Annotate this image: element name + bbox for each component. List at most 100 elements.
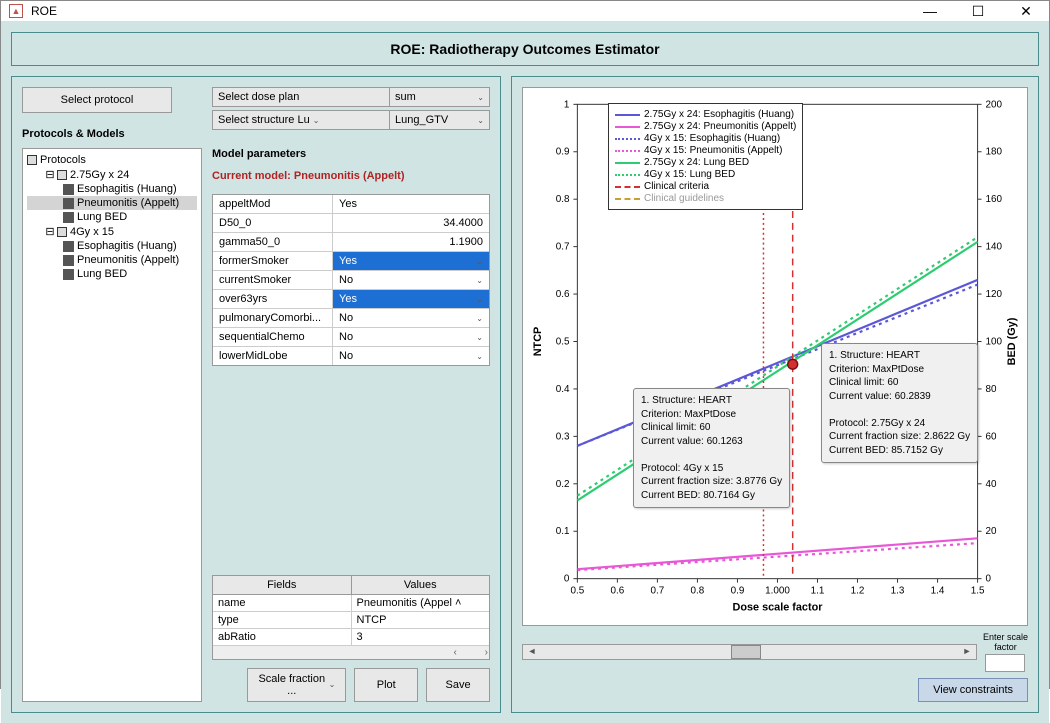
chevron-down-icon: ⌄ bbox=[476, 295, 483, 304]
plot-button[interactable]: Plot bbox=[354, 668, 418, 702]
param-value[interactable]: No⌄ bbox=[333, 347, 489, 365]
slider-right-arrow-icon[interactable]: ► bbox=[960, 646, 974, 656]
field-name: name bbox=[213, 595, 352, 611]
field-name: abRatio bbox=[213, 629, 352, 645]
enter-scale-label: Enter scale factor bbox=[983, 632, 1028, 652]
dose-plan-dropdown[interactable]: sum⌄ bbox=[390, 87, 490, 107]
legend-label: 2.75Gy x 24: Lung BED bbox=[644, 157, 749, 168]
svg-text:1.5: 1.5 bbox=[971, 585, 985, 596]
protocols-models-label: Protocols & Models bbox=[22, 128, 202, 140]
tree-expand-icon[interactable]: ⊟ bbox=[45, 225, 55, 238]
chevron-down-icon: ⌄ bbox=[476, 314, 483, 323]
legend-label: 4Gy x 15: Esophagitis (Huang) bbox=[644, 133, 780, 144]
tree-protocol-2[interactable]: 4Gy x 15 bbox=[70, 226, 114, 238]
chevron-down-icon: ⌄ bbox=[477, 93, 484, 102]
svg-text:0.5: 0.5 bbox=[570, 585, 584, 596]
parameters-table: appeltModYesD50_034.4000gamma50_01.1900f… bbox=[212, 194, 490, 366]
protocols-tree[interactable]: Protocols ⊟ 2.75Gy x 24 Esophagitis (Huan… bbox=[22, 148, 202, 702]
param-value[interactable]: No⌄ bbox=[333, 328, 489, 346]
tree-model[interactable]: Esophagitis (Huang) bbox=[77, 240, 177, 252]
view-constraints-button[interactable]: View constraints bbox=[918, 678, 1028, 702]
legend-label: 2.75Gy x 24: Esophagitis (Huang) bbox=[644, 109, 794, 120]
legend-label: 4Gy x 15: Pneumonitis (Appelt) bbox=[644, 145, 782, 156]
chevron-down-icon: ⌄ bbox=[476, 333, 483, 342]
svg-text:1.000: 1.000 bbox=[765, 585, 790, 596]
scale-factor-input[interactable] bbox=[985, 654, 1025, 672]
chart-area: 0.50.60.70.80.91.0001.11.21.31.41.500.10… bbox=[522, 87, 1028, 626]
svg-text:160: 160 bbox=[985, 194, 1002, 205]
close-button[interactable]: ✕ bbox=[1011, 1, 1041, 21]
param-name: gamma50_0 bbox=[213, 233, 333, 251]
tooltip-2: 1. Structure: HEARTCriterion: MaxPtDoseC… bbox=[821, 343, 978, 463]
tree-protocol-1[interactable]: 2.75Gy x 24 bbox=[70, 169, 129, 181]
param-value: 1.1900 bbox=[333, 233, 489, 251]
right-panel: 0.50.60.70.80.91.0001.11.21.31.41.500.10… bbox=[511, 76, 1039, 713]
scroll-right-icon[interactable]: › bbox=[485, 647, 488, 658]
save-button[interactable]: Save bbox=[426, 668, 490, 702]
slider-thumb[interactable] bbox=[731, 645, 761, 659]
param-value[interactable]: No⌄ bbox=[333, 309, 489, 327]
chart-legend: 2.75Gy x 24: Esophagitis (Huang)2.75Gy x… bbox=[608, 103, 803, 210]
svg-text:100: 100 bbox=[985, 336, 1002, 347]
fields-table: Fields Values namePneumonitis (Appel ˄ty… bbox=[212, 575, 490, 660]
tree-expand-icon[interactable]: ⊟ bbox=[45, 168, 55, 181]
svg-text:Dose scale factor: Dose scale factor bbox=[733, 601, 824, 613]
structure-dropdown[interactable]: Lung_GTV⌄ bbox=[390, 110, 490, 130]
chevron-down-icon: ⌄ bbox=[476, 257, 483, 266]
svg-text:180: 180 bbox=[985, 147, 1002, 158]
svg-text:0.7: 0.7 bbox=[651, 585, 665, 596]
field-name: type bbox=[213, 612, 352, 628]
param-name: formerSmoker bbox=[213, 252, 333, 270]
tree-model[interactable]: Pneumonitis (Appelt) bbox=[77, 254, 179, 266]
svg-text:NTCP: NTCP bbox=[532, 327, 544, 357]
param-name: currentSmoker bbox=[213, 271, 333, 289]
tooltip-1: 1. Structure: HEARTCriterion: MaxPtDoseC… bbox=[633, 388, 790, 508]
svg-text:0.2: 0.2 bbox=[556, 479, 570, 490]
app-icon: ▲ bbox=[9, 4, 23, 18]
maximize-button[interactable]: ☐ bbox=[963, 1, 993, 21]
current-model-label: Current model: Pneumonitis (Appelt) bbox=[212, 170, 490, 182]
fields-header-col2: Values bbox=[352, 576, 490, 594]
tree-model[interactable]: Esophagitis (Huang) bbox=[77, 183, 177, 195]
param-name: sequentialChemo bbox=[213, 328, 333, 346]
param-value: Yes bbox=[333, 195, 489, 213]
legend-label: 2.75Gy x 24: Pneumonitis (Appelt) bbox=[644, 121, 796, 132]
tree-model-selected[interactable]: Pneumonitis (Appelt) bbox=[77, 197, 179, 209]
svg-text:0.3: 0.3 bbox=[556, 431, 570, 442]
tree-root[interactable]: Protocols bbox=[40, 154, 86, 166]
titlebar: ▲ ROE — ☐ ✕ bbox=[1, 1, 1049, 22]
param-name: pulmonaryComorbi... bbox=[213, 309, 333, 327]
scale-fraction-dropdown[interactable]: Scale fraction ... ⌄ bbox=[247, 668, 346, 702]
slider-left-arrow-icon[interactable]: ◄ bbox=[525, 646, 539, 656]
param-name: lowerMidLobe bbox=[213, 347, 333, 365]
svg-text:0.9: 0.9 bbox=[731, 585, 745, 596]
svg-text:0.5: 0.5 bbox=[556, 336, 570, 347]
svg-text:0.4: 0.4 bbox=[556, 384, 570, 395]
select-protocol-button[interactable]: Select protocol bbox=[22, 87, 172, 113]
param-value[interactable]: Yes⌄ bbox=[333, 290, 489, 308]
param-value[interactable]: Yes⌄ bbox=[333, 252, 489, 270]
param-value[interactable]: No⌄ bbox=[333, 271, 489, 289]
scale-slider[interactable]: ◄ ► bbox=[522, 644, 977, 660]
svg-text:0.8: 0.8 bbox=[556, 194, 570, 205]
scroll-left-icon[interactable]: ‹ bbox=[454, 647, 457, 658]
fields-header-col1: Fields bbox=[213, 576, 352, 594]
dose-plan-label: Select dose plan bbox=[212, 87, 390, 107]
window-title: ROE bbox=[31, 4, 915, 18]
app-title: ROE: Radiotherapy Outcomes Estimator bbox=[11, 32, 1039, 66]
svg-text:140: 140 bbox=[985, 242, 1002, 253]
legend-label: Clinical guidelines bbox=[644, 193, 724, 204]
minimize-button[interactable]: — bbox=[915, 1, 945, 21]
svg-text:0.6: 0.6 bbox=[611, 585, 625, 596]
tree-model[interactable]: Lung BED bbox=[77, 268, 127, 280]
svg-text:0: 0 bbox=[985, 574, 991, 585]
svg-text:1.2: 1.2 bbox=[851, 585, 865, 596]
svg-text:0: 0 bbox=[564, 574, 570, 585]
legend-label: Clinical criteria bbox=[644, 181, 709, 192]
structure-label: Select structure Lu ⌄ bbox=[212, 110, 390, 130]
svg-text:0.6: 0.6 bbox=[556, 289, 570, 300]
chevron-down-icon: ⌄ bbox=[476, 276, 483, 285]
chevron-down-icon: ⌄ bbox=[476, 352, 483, 361]
tree-model[interactable]: Lung BED bbox=[77, 211, 127, 223]
param-value: 34.4000 bbox=[333, 214, 489, 232]
